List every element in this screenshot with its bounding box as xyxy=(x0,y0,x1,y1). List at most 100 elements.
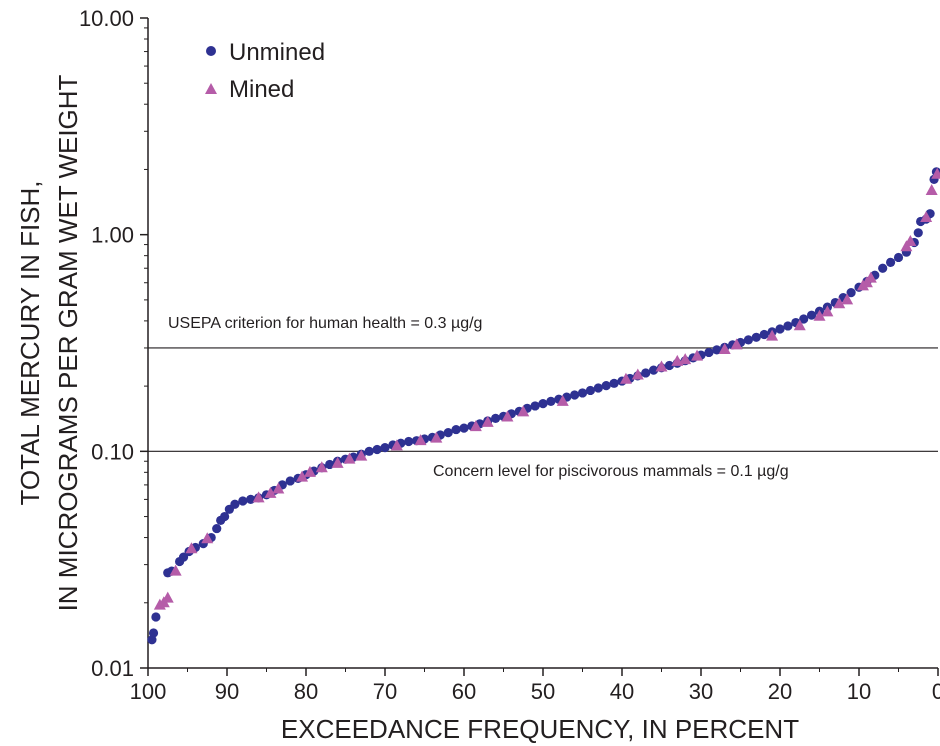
mined-point xyxy=(793,319,806,331)
unmined-point xyxy=(380,443,390,453)
mined-series xyxy=(153,167,940,610)
unmined-point xyxy=(913,228,923,238)
mined-point xyxy=(315,461,328,473)
mined-point xyxy=(904,234,917,246)
x-tick-label: 90 xyxy=(215,679,239,704)
mined-point xyxy=(331,456,344,468)
unmined-point xyxy=(443,428,453,438)
mined-point xyxy=(185,542,198,554)
usepa-criterion-label: USEPA criterion for human health = 0.3 µ… xyxy=(168,315,482,332)
unmined-point xyxy=(238,496,248,506)
mined-point xyxy=(925,183,938,195)
unmined-point xyxy=(246,494,256,505)
y-axis-title-line2: IN MICROGRAMS PER GRAM WET WEIGHT xyxy=(53,74,83,611)
mined-point xyxy=(161,591,174,603)
mined-point xyxy=(931,167,940,179)
mined-point xyxy=(766,329,779,341)
mined-point xyxy=(821,305,834,317)
legend-unmined-label: Unmined xyxy=(229,39,325,66)
mined-point xyxy=(841,293,854,305)
unmined-point xyxy=(783,321,793,331)
unmined-point xyxy=(538,399,548,409)
x-tick-label: 100 xyxy=(130,679,167,704)
y-tick-label: 0.10 xyxy=(91,439,134,464)
unmined-point xyxy=(230,499,240,509)
unmined-point xyxy=(585,385,596,396)
x-tick-label: 0 xyxy=(932,679,940,704)
unmined-point xyxy=(577,388,588,398)
mined-point xyxy=(517,405,530,417)
mined-point xyxy=(655,360,668,372)
unmined-point xyxy=(641,368,651,378)
x-tick-label: 50 xyxy=(531,679,555,704)
y-axis-ticks: 0.01 0.10 1.00 10.00 xyxy=(79,6,148,681)
unmined-point xyxy=(751,332,761,342)
unmined-point xyxy=(886,257,896,267)
legend-unmined-marker xyxy=(206,46,216,56)
x-tick-label: 10 xyxy=(847,679,871,704)
unmined-point xyxy=(404,436,414,447)
unmined-point xyxy=(364,446,374,456)
unmined-point xyxy=(649,365,659,375)
y-tick-label: 1.00 xyxy=(91,223,134,248)
mined-point xyxy=(631,368,644,380)
concern-level-label: Concern level for piscivorous mammals = … xyxy=(433,463,789,480)
mined-point xyxy=(481,415,494,427)
unmined-point xyxy=(491,413,501,423)
unmined-point xyxy=(546,396,556,407)
legend-mined-marker xyxy=(205,83,217,94)
unmined-point xyxy=(893,252,904,263)
legend: Unmined Mined xyxy=(205,39,325,103)
mined-point xyxy=(169,564,182,576)
unmined-point xyxy=(799,314,809,324)
mined-point xyxy=(252,491,265,503)
mined-point xyxy=(691,349,704,361)
x-tick-label: 30 xyxy=(689,679,713,704)
mined-point xyxy=(303,465,316,477)
mined-point xyxy=(430,431,443,443)
x-tick-label: 70 xyxy=(373,679,397,704)
unmined-point xyxy=(220,511,230,522)
unmined-point xyxy=(285,476,295,486)
unmined-point xyxy=(325,459,335,470)
mined-point xyxy=(864,271,877,283)
unmined-point xyxy=(759,329,769,340)
unmined-point xyxy=(151,612,161,622)
unmined-point xyxy=(807,310,817,320)
unmined-point xyxy=(743,335,754,345)
unmined-series xyxy=(147,167,940,645)
mined-point xyxy=(718,343,731,355)
reference-lines xyxy=(148,347,938,452)
unmined-point xyxy=(609,378,619,388)
unmined-point xyxy=(530,401,540,411)
y-tick-label: 0.01 xyxy=(91,656,134,681)
unmined-point xyxy=(846,288,856,298)
x-tick-label: 40 xyxy=(610,679,634,704)
mined-point xyxy=(833,297,846,309)
unmined-point xyxy=(593,383,603,393)
mined-point xyxy=(272,482,285,494)
unmined-point xyxy=(664,360,675,371)
mined-point xyxy=(730,338,743,350)
unmined-point xyxy=(451,424,461,435)
unmined-point xyxy=(712,345,722,355)
legend-mined-label: Mined xyxy=(229,76,294,103)
x-axis-title: EXCEEDANCE FREQUENCY, IN PERCENT xyxy=(281,714,799,744)
unmined-point xyxy=(570,390,580,400)
mined-point xyxy=(920,211,933,223)
mined-point xyxy=(679,353,692,365)
mined-point xyxy=(264,486,277,498)
y-tick-label: 10.00 xyxy=(79,6,134,31)
unmined-point xyxy=(372,444,382,455)
mined-point xyxy=(813,309,826,321)
mined-point xyxy=(469,420,482,432)
unmined-point xyxy=(459,423,469,433)
mined-point xyxy=(355,449,368,461)
mined-point xyxy=(619,372,632,384)
mined-point xyxy=(296,470,309,482)
mined-point xyxy=(201,532,214,544)
unmined-point xyxy=(148,628,159,638)
unmined-point xyxy=(775,324,785,334)
unmined-point xyxy=(704,347,714,358)
